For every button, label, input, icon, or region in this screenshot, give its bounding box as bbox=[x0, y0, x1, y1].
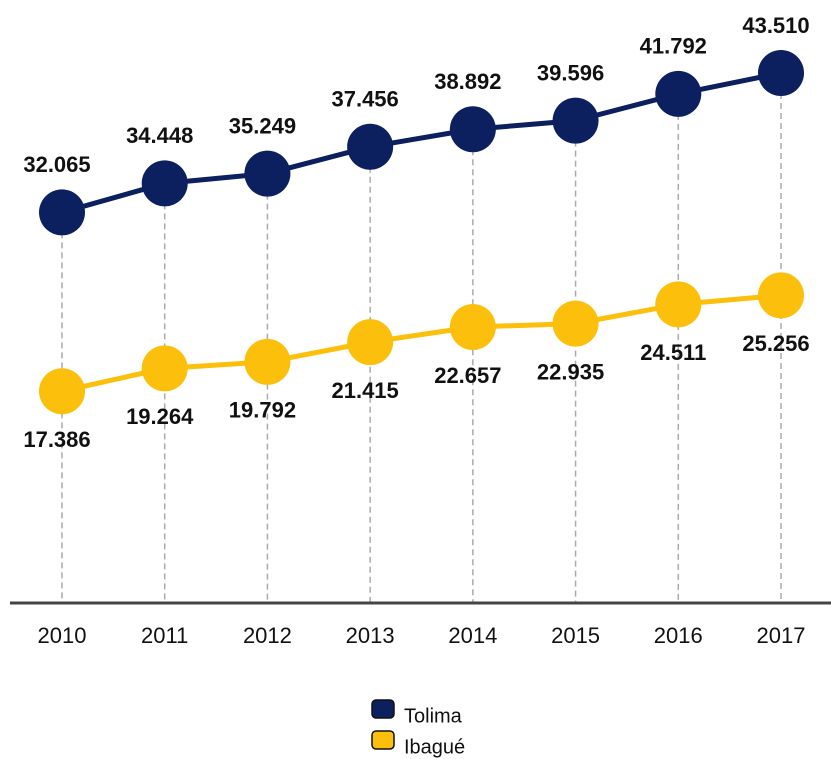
data-label: 39.596 bbox=[537, 60, 604, 85]
data-label: 17.386 bbox=[23, 427, 90, 452]
point bbox=[655, 70, 702, 117]
legend-label: Tolima bbox=[404, 705, 463, 727]
data-label: 35.249 bbox=[229, 113, 296, 138]
legend-swatch bbox=[371, 730, 395, 750]
point bbox=[655, 281, 702, 328]
point bbox=[552, 300, 599, 347]
data-label: 38.892 bbox=[434, 69, 501, 94]
point bbox=[141, 345, 188, 392]
data-label: 41.792 bbox=[640, 34, 707, 59]
x-tick-label: 2013 bbox=[346, 623, 395, 648]
point bbox=[449, 106, 496, 153]
point bbox=[449, 303, 496, 350]
point bbox=[347, 319, 394, 366]
x-tick-label: 2011 bbox=[141, 623, 188, 648]
data-label: 22.935 bbox=[537, 359, 604, 384]
point bbox=[758, 272, 804, 319]
x-tick-label: 2014 bbox=[448, 623, 497, 648]
data-label: 37.456 bbox=[331, 87, 398, 112]
point bbox=[758, 49, 804, 96]
x-tick-label: 2017 bbox=[757, 623, 806, 648]
x-tick-label: 2016 bbox=[654, 623, 703, 648]
data-label: 32.065 bbox=[23, 152, 90, 177]
data-label: 21.415 bbox=[331, 378, 398, 403]
point bbox=[39, 368, 85, 415]
x-tick-label: 2010 bbox=[38, 623, 87, 648]
data-label: 24.511 bbox=[640, 340, 706, 365]
data-label: 25.256 bbox=[742, 331, 809, 356]
point bbox=[552, 97, 599, 144]
data-label: 34.448 bbox=[126, 123, 193, 148]
point bbox=[39, 189, 85, 236]
data-label: 19.792 bbox=[229, 398, 296, 423]
legend-swatch bbox=[371, 699, 395, 719]
point bbox=[347, 123, 394, 170]
data-label: 22.657 bbox=[434, 363, 501, 388]
x-tick-label: 2012 bbox=[243, 623, 292, 648]
legend-label: Ibagué bbox=[404, 736, 465, 758]
point bbox=[244, 338, 291, 385]
x-tick-label: 2015 bbox=[551, 623, 600, 648]
point bbox=[244, 150, 291, 197]
data-label: 19.264 bbox=[126, 404, 194, 429]
data-label: 43.510 bbox=[742, 13, 809, 38]
point bbox=[141, 160, 188, 207]
